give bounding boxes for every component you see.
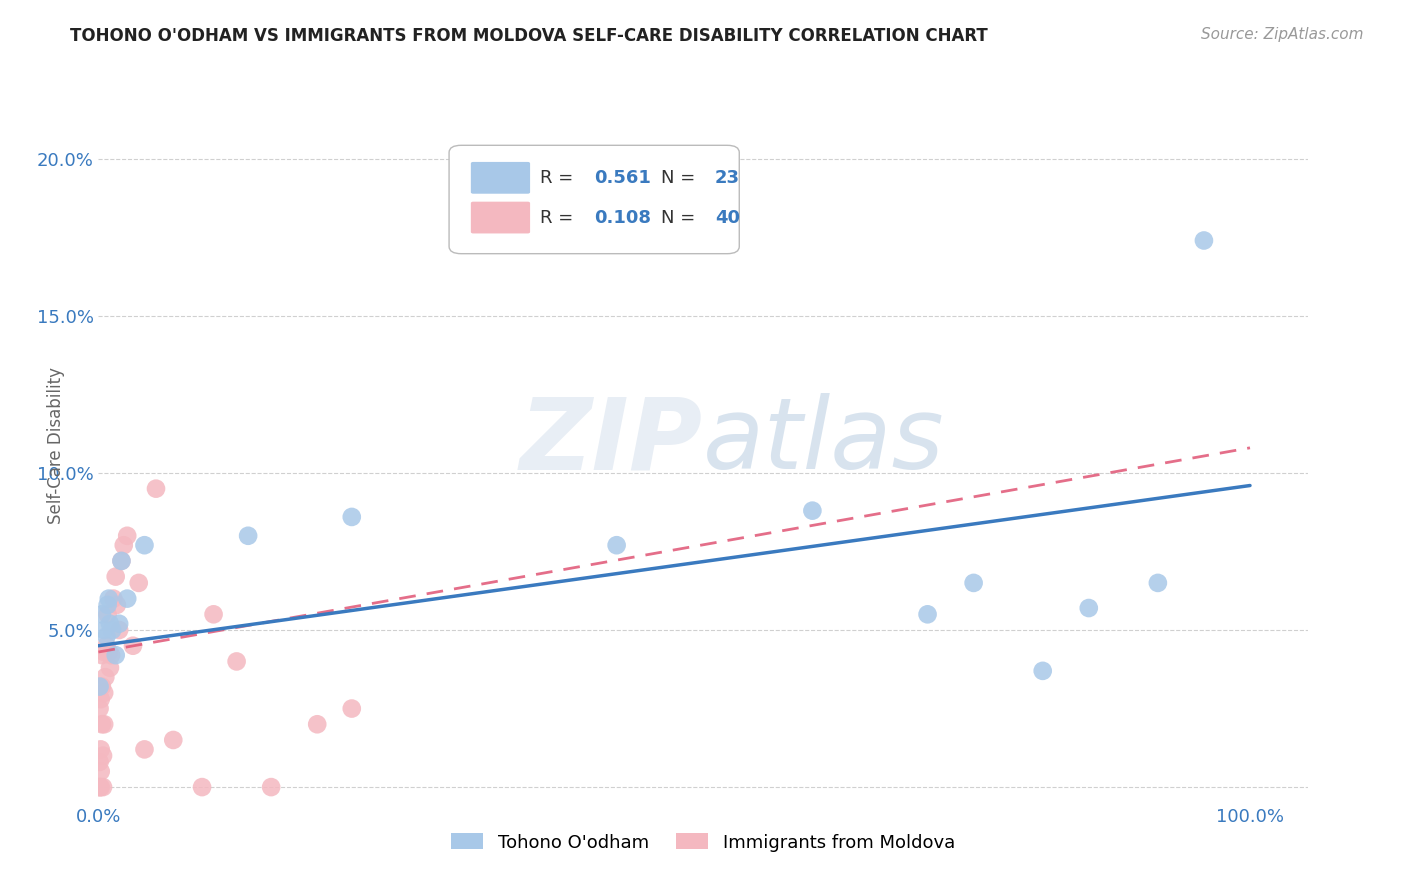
FancyBboxPatch shape [471,162,530,194]
Point [112,538,135,552]
FancyBboxPatch shape [471,202,530,234]
Point [98,661,121,675]
Point [97,607,120,622]
Text: atlas: atlas [703,393,945,490]
Text: Source: ZipAtlas.com: Source: ZipAtlas.com [1201,27,1364,42]
Point [90,607,112,622]
Point [162,733,184,747]
Point [105,598,128,612]
Point [1032,664,1054,678]
Point [90,692,112,706]
Point [1077,601,1099,615]
Point [1147,575,1170,590]
Point [91,780,114,794]
Point [97,645,120,659]
Point [962,575,984,590]
Point [93,645,115,659]
Point [260,780,283,794]
Point [236,529,259,543]
Point [98,616,121,631]
Point [100,648,122,662]
Point [90,648,112,662]
Point [122,639,145,653]
Point [89,755,111,769]
Text: R =: R = [540,169,579,186]
Point [191,780,214,794]
Point [134,538,156,552]
Point [128,575,150,590]
Text: Self-Care Disability: Self-Care Disability [48,368,65,524]
Point [90,780,112,794]
Text: TOHONO O'ODHAM VS IMMIGRANTS FROM MOLDOVA SELF-CARE DISABILITY CORRELATION CHART: TOHONO O'ODHAM VS IMMIGRANTS FROM MOLDOV… [70,27,988,45]
Point [101,623,124,637]
Point [340,510,363,524]
Point [134,742,156,756]
Point [89,780,111,794]
Point [89,701,111,715]
Point [917,607,939,622]
Point [90,680,112,694]
FancyBboxPatch shape [449,145,740,253]
Point [307,717,329,731]
Text: N =: N = [661,209,700,227]
Point [96,629,118,643]
Point [93,623,115,637]
Point [108,616,131,631]
Point [93,686,115,700]
Text: N =: N = [661,169,700,186]
Point [1192,234,1215,248]
Text: 0.108: 0.108 [595,209,651,227]
Point [340,701,363,715]
Point [90,717,112,731]
Text: R =: R = [540,209,579,227]
Point [115,529,138,543]
Point [93,717,115,731]
Point [104,569,127,583]
Point [103,591,125,606]
Legend: Tohono O'odham, Immigrants from Moldova: Tohono O'odham, Immigrants from Moldova [444,826,962,859]
Point [104,648,127,662]
Text: 23: 23 [716,169,740,186]
Point [94,670,117,684]
Point [97,591,120,606]
Point [89,680,111,694]
Point [96,639,118,653]
Text: 40: 40 [716,209,740,227]
Point [606,538,628,552]
Point [225,655,247,669]
Point [97,598,120,612]
Text: 0.561: 0.561 [595,169,651,186]
Point [90,764,112,779]
Point [202,607,225,622]
Point [108,623,131,637]
Point [91,748,114,763]
Point [90,742,112,756]
Point [110,554,132,568]
Point [110,554,132,568]
Point [145,482,167,496]
Text: ZIP: ZIP [520,393,703,490]
Point [89,780,111,794]
Point [801,503,824,517]
Point [115,591,138,606]
